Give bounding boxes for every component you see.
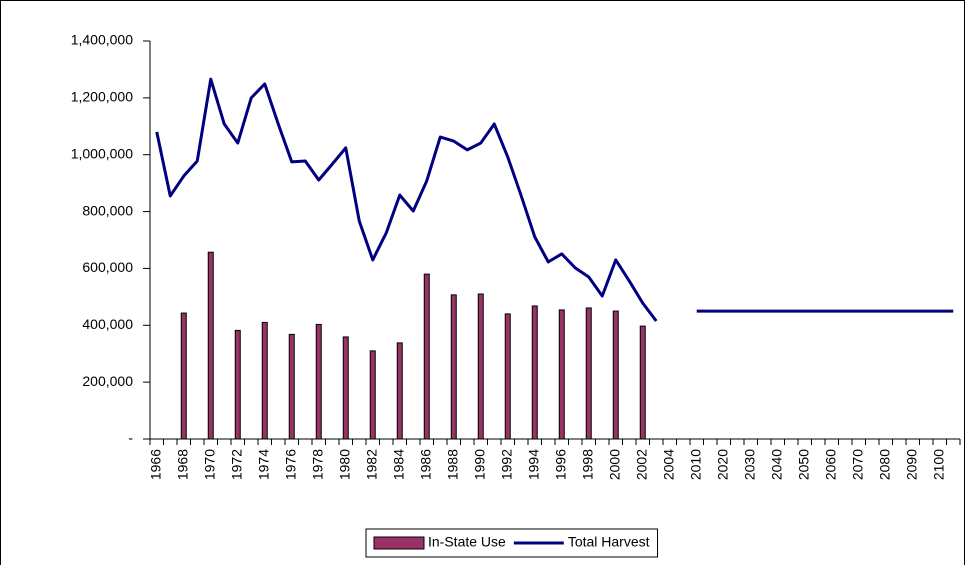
legend-swatch (373, 536, 425, 550)
bar (531, 305, 538, 440)
bar (234, 329, 241, 440)
x-tick-label: 2040 (768, 449, 784, 480)
x-tick-label: 2000 (606, 449, 622, 480)
x-tick-label: 1990 (471, 449, 487, 480)
bar (261, 321, 268, 440)
bar (477, 293, 484, 440)
bar (342, 336, 349, 440)
x-tick-label: 2010 (687, 449, 703, 480)
x-tick-label: 2004 (660, 449, 676, 480)
bar (396, 342, 403, 440)
bar (423, 273, 430, 440)
x-tick-label: 2030 (741, 449, 757, 480)
legend-label: In-State Use (428, 534, 506, 550)
line (155, 77, 954, 322)
x-tick-label: 1978 (309, 449, 325, 480)
x-tick-label: 1974 (255, 449, 271, 480)
x-tick-label: 1972 (228, 449, 244, 480)
x-tick-label: 2050 (795, 449, 811, 480)
x-tick-label: 2100 (930, 449, 946, 480)
y-tick-label: 400,000 (82, 316, 133, 332)
x-tick-label: 1966 (147, 449, 163, 480)
x-tick-label: 2070 (849, 449, 865, 480)
bar (369, 350, 376, 440)
x-tick-label: 1988 (444, 449, 460, 480)
x-tick-label: 1980 (336, 449, 352, 480)
bar (450, 294, 457, 440)
x-tick-label: 1996 (552, 449, 568, 480)
x-tick-label: 1992 (498, 449, 514, 480)
bar (180, 312, 187, 440)
bar (585, 307, 592, 440)
x-tick-label: 1970 (201, 449, 217, 480)
x-tick-label: 2060 (822, 449, 838, 480)
legend: In-State Use Total Harvest (365, 528, 659, 558)
bar (558, 309, 565, 440)
bar (288, 333, 295, 440)
x-tick-label: 1984 (390, 449, 406, 480)
y-tick-label: 1,000,000 (71, 145, 133, 161)
y-tick-label: 800,000 (82, 202, 133, 218)
x-tick-label: 2090 (903, 449, 919, 480)
x-tick-label: 2080 (876, 449, 892, 480)
bar (207, 251, 214, 440)
y-tick-label: - (128, 430, 133, 446)
bar (639, 325, 646, 440)
legend-label: Total Harvest (568, 534, 650, 550)
x-tick-label: 2002 (633, 449, 649, 480)
x-tick-label: 1976 (282, 449, 298, 480)
bar (612, 310, 619, 440)
y-tick-label: 600,000 (82, 259, 133, 275)
y-tick-label: 200,000 (82, 373, 133, 389)
bar (315, 323, 322, 440)
x-tick-label: 1982 (363, 449, 379, 480)
x-tick-label: 1968 (174, 449, 190, 480)
bar (504, 313, 511, 440)
x-tick-label: 2020 (714, 449, 730, 480)
x-tick-label: 1998 (579, 449, 595, 480)
y-tick-label: 1,200,000 (71, 89, 133, 105)
x-tick-label: 1986 (417, 449, 433, 480)
y-tick-label: 1,400,000 (71, 32, 133, 48)
x-tick-label: 1994 (525, 449, 541, 480)
